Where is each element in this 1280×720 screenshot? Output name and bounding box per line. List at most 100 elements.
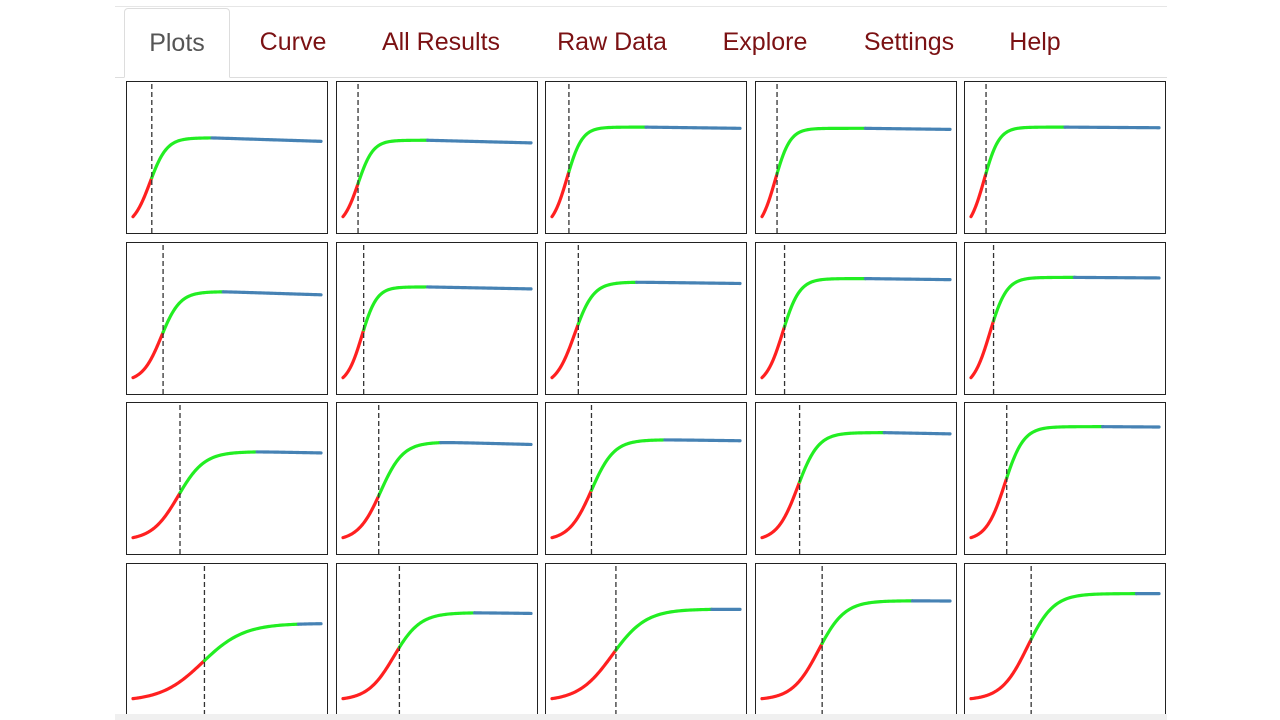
tab-all-results[interactable]: All Results xyxy=(381,28,501,56)
plot-cell-17 xyxy=(335,562,538,716)
plot-cell-11 xyxy=(126,402,328,555)
curve-segment-early xyxy=(759,641,824,700)
plot-cell-20 xyxy=(964,562,1166,716)
growth-curve-plot xyxy=(340,405,533,554)
curve-segment-early xyxy=(340,494,380,540)
plot-cell-4 xyxy=(754,81,957,234)
curve-segment-growth xyxy=(614,607,714,652)
bottom-edge xyxy=(115,714,1167,720)
curve-segment-growth xyxy=(589,438,667,492)
tab-help[interactable]: Help xyxy=(1009,28,1061,56)
tab-plots[interactable]: Plots xyxy=(124,8,230,78)
curve-segment-early xyxy=(550,170,571,219)
growth-curve-plot xyxy=(969,405,1161,554)
curve-segment-plateau xyxy=(472,610,533,615)
plot-cell-1 xyxy=(126,81,328,234)
growth-curve-plot xyxy=(340,84,533,233)
curve-segment-plateau xyxy=(882,431,952,436)
curve-segment-early xyxy=(131,330,165,379)
growth-curve-plot xyxy=(759,244,952,394)
growth-curve-plot xyxy=(340,244,533,394)
plot-cell-13 xyxy=(545,402,747,555)
curve-segment-early xyxy=(969,318,996,379)
plot-cell-14 xyxy=(754,402,957,555)
curve-segment-early xyxy=(131,176,154,219)
curve-segment-plateau xyxy=(1063,125,1161,130)
curve-segment-growth xyxy=(150,136,214,180)
curve-segment-early xyxy=(969,637,1033,700)
growth-curve-plot xyxy=(759,405,952,554)
growth-curve-plot xyxy=(131,84,323,233)
curve-segment-early xyxy=(340,182,360,219)
curve-segment-plateau xyxy=(863,276,952,281)
curve-segment-growth xyxy=(820,598,914,645)
curve-segment-growth xyxy=(361,284,429,332)
growth-curve-plot xyxy=(131,405,323,554)
curve-segment-early xyxy=(550,488,594,540)
top-divider xyxy=(115,6,1167,7)
plot-cell-18 xyxy=(545,562,747,716)
plot-cell-6 xyxy=(126,241,328,395)
growth-curve-plot xyxy=(550,84,742,233)
curve-segment-early xyxy=(131,658,207,700)
curve-segment-growth xyxy=(782,276,867,328)
growth-curve-plot xyxy=(131,244,323,394)
growth-curve-plot xyxy=(759,565,952,715)
app-window: Plots Curve All Results Raw Data Explore… xyxy=(115,0,1167,720)
tab-bar: Plots Curve All Results Raw Data Explore… xyxy=(115,8,1167,78)
plot-cell-15 xyxy=(964,402,1166,555)
curve-segment-growth xyxy=(178,450,259,495)
curve-segment-growth xyxy=(797,431,886,484)
plot-grid xyxy=(115,78,1167,720)
curve-segment-growth xyxy=(576,280,639,326)
plot-cell-7 xyxy=(335,241,538,395)
tab-settings[interactable]: Settings xyxy=(863,28,955,56)
curve-segment-early xyxy=(969,476,1009,540)
curve-segment-plateau xyxy=(663,438,742,443)
plot-cell-5 xyxy=(964,81,1166,234)
curve-segment-early xyxy=(340,327,365,379)
curve-segment-plateau xyxy=(438,440,533,447)
curve-segment-plateau xyxy=(1072,275,1161,280)
plot-cell-9 xyxy=(754,241,957,395)
curve-segment-plateau xyxy=(255,450,323,455)
plot-cell-19 xyxy=(754,562,957,716)
curve-segment-growth xyxy=(161,289,225,334)
curve-segment-growth xyxy=(1005,425,1105,480)
curve-segment-growth xyxy=(397,610,476,649)
curve-segment-growth xyxy=(991,275,1077,322)
curve-segment-plateau xyxy=(634,280,742,285)
curve-segment-growth xyxy=(774,126,867,176)
plot-cell-16 xyxy=(126,562,328,716)
curve-segment-early xyxy=(759,480,801,540)
curve-segment-growth xyxy=(202,622,301,662)
curve-segment-growth xyxy=(1029,591,1139,641)
growth-curve-plot xyxy=(969,565,1161,715)
plot-cell-2 xyxy=(335,81,538,234)
curve-segment-plateau xyxy=(210,136,323,143)
curve-segment-plateau xyxy=(425,284,533,291)
plot-cell-3 xyxy=(545,81,747,234)
growth-curve-plot xyxy=(969,84,1161,233)
curve-segment-growth xyxy=(567,125,648,174)
curve-segment-plateau xyxy=(425,138,533,145)
tab-explore[interactable]: Explore xyxy=(722,28,808,56)
curve-segment-early xyxy=(759,172,779,219)
curve-segment-early xyxy=(550,647,618,700)
curve-segment-growth xyxy=(376,441,442,498)
curve-segment-growth xyxy=(355,138,429,186)
curve-segment-plateau xyxy=(221,289,323,296)
growth-curve-plot xyxy=(550,244,742,394)
plot-cell-10 xyxy=(964,241,1166,395)
curve-segment-plateau xyxy=(863,126,952,132)
growth-curve-plot xyxy=(550,565,742,715)
growth-curve-plot xyxy=(759,84,952,233)
tab-curve[interactable]: Curve xyxy=(259,28,327,56)
tab-raw-data[interactable]: Raw Data xyxy=(557,28,667,56)
growth-curve-plot xyxy=(131,565,323,715)
curve-segment-early xyxy=(759,324,786,379)
growth-curve-plot xyxy=(969,244,1161,394)
curve-segment-early xyxy=(550,321,580,379)
growth-curve-plot xyxy=(340,565,533,715)
curve-segment-plateau xyxy=(644,125,742,130)
